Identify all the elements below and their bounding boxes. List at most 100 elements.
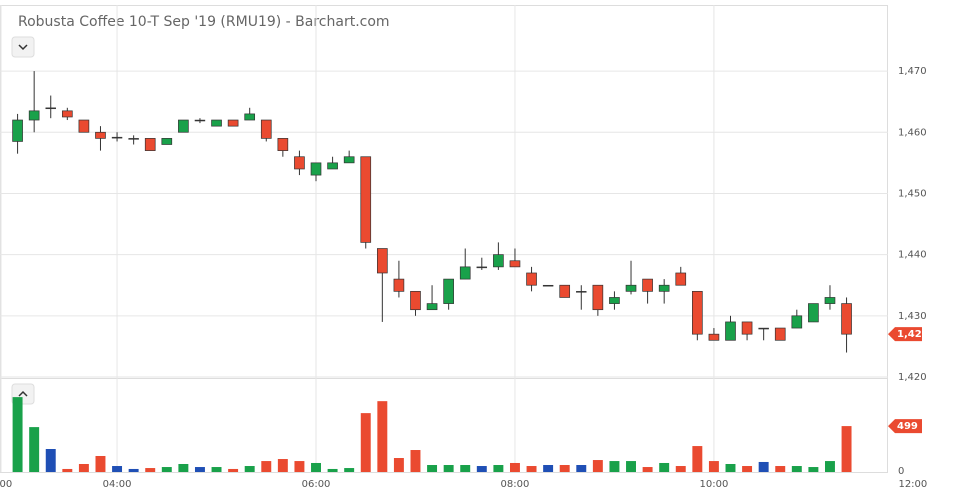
candle-body xyxy=(625,284,637,292)
volume-bar xyxy=(626,461,636,472)
volume-bar xyxy=(758,461,769,472)
candle-body xyxy=(294,156,305,170)
volume-bar xyxy=(427,465,438,472)
candle-body xyxy=(741,321,753,335)
volume-bar xyxy=(443,465,454,472)
volume-tick-label: 0 xyxy=(898,466,904,477)
volume-bar xyxy=(211,467,222,472)
candle-body xyxy=(576,291,587,293)
volume-bar xyxy=(294,461,305,472)
x-tick-label: 04:00 xyxy=(103,479,132,490)
candle-body xyxy=(476,266,488,269)
candle-body xyxy=(675,272,687,286)
candle-body xyxy=(459,266,471,280)
candle-body xyxy=(642,278,653,292)
candle-body xyxy=(609,297,620,304)
candle-body xyxy=(78,119,90,133)
candle-body xyxy=(542,284,554,287)
volume-bar xyxy=(29,427,40,472)
y-tick-label: 1,470 xyxy=(898,66,927,77)
marks xyxy=(12,71,852,472)
x-tick-label: 2:00 xyxy=(0,479,12,490)
candle-body xyxy=(592,284,604,311)
volume-bar xyxy=(95,455,106,472)
volume-bar xyxy=(261,461,272,472)
last-price-label-bg xyxy=(888,327,922,342)
volume-bar xyxy=(775,466,786,472)
volume-bar xyxy=(194,467,205,472)
volume-bar xyxy=(526,466,537,472)
last-volume-label-bg xyxy=(888,419,922,434)
volume-bar xyxy=(476,466,487,472)
candle-body xyxy=(310,162,322,176)
volume-bar xyxy=(311,462,321,472)
x-tick-label: 10:00 xyxy=(700,479,729,490)
volume-bar xyxy=(576,465,587,472)
candle-body xyxy=(824,297,836,304)
volume-bar xyxy=(145,468,156,472)
x-tick-label: 12:00 xyxy=(898,479,927,490)
x-tick-label: 06:00 xyxy=(302,479,331,490)
volume-bar xyxy=(725,463,736,472)
candle-body xyxy=(791,315,803,329)
volume-bar xyxy=(228,468,239,472)
volume-bar xyxy=(344,468,355,472)
candle-body xyxy=(211,119,222,127)
candle-body xyxy=(327,162,338,170)
chart-title: Robusta Coffee 10-T Sep '19 (RMU19) - Ba… xyxy=(18,14,390,30)
candle-body xyxy=(841,303,852,335)
volume-bar xyxy=(675,466,686,472)
y-tick-label: 1,430 xyxy=(898,311,927,322)
candle-body xyxy=(443,278,454,304)
volume-bar xyxy=(393,458,404,472)
candle-body xyxy=(111,136,123,139)
y-tick-label: 1,450 xyxy=(898,188,927,199)
candle-body xyxy=(260,119,272,139)
volume-bar xyxy=(493,465,504,472)
candle-body xyxy=(774,327,786,341)
volume-bar xyxy=(742,466,753,472)
candle-body xyxy=(708,333,720,341)
volume-bar xyxy=(78,463,89,472)
candle-body xyxy=(343,156,355,164)
volume-bar xyxy=(128,468,139,472)
candle-body xyxy=(377,248,388,274)
volume-bar xyxy=(791,466,802,472)
volume-bar xyxy=(692,446,703,472)
collapse-button[interactable] xyxy=(11,36,35,58)
candle-body xyxy=(144,138,156,151)
candle-body xyxy=(194,119,206,122)
volume-bar xyxy=(244,466,255,472)
candle-body xyxy=(227,119,239,127)
volume-bar xyxy=(12,397,23,472)
candle-body xyxy=(161,138,173,145)
candle-body xyxy=(808,303,819,323)
y-tick-label: 1,420 xyxy=(898,372,927,383)
volume-bar xyxy=(642,467,653,472)
candle-body xyxy=(758,327,769,330)
candle-body xyxy=(692,290,703,335)
volume-bar xyxy=(178,463,189,472)
volume-bar xyxy=(112,466,123,472)
volume-bar xyxy=(277,459,288,472)
candle-body xyxy=(61,110,73,118)
candle-body xyxy=(178,119,189,133)
candle-body xyxy=(360,156,372,243)
candle-body xyxy=(45,107,56,110)
volume-bar xyxy=(360,413,371,472)
candle-body xyxy=(426,303,438,311)
volume-bar xyxy=(460,465,471,472)
candle-body xyxy=(12,119,23,142)
candle-body xyxy=(526,272,537,286)
volume-bar xyxy=(592,460,603,472)
volume-bar xyxy=(559,465,570,472)
volume-bar xyxy=(45,449,56,472)
volume-bar xyxy=(62,468,73,472)
candle-body xyxy=(725,321,736,341)
last-price-label: 1,427 xyxy=(897,329,929,340)
candle-body xyxy=(559,284,571,298)
candle-body xyxy=(658,284,670,292)
candle-body xyxy=(95,131,106,139)
y-tick-label: 1,460 xyxy=(898,127,927,138)
